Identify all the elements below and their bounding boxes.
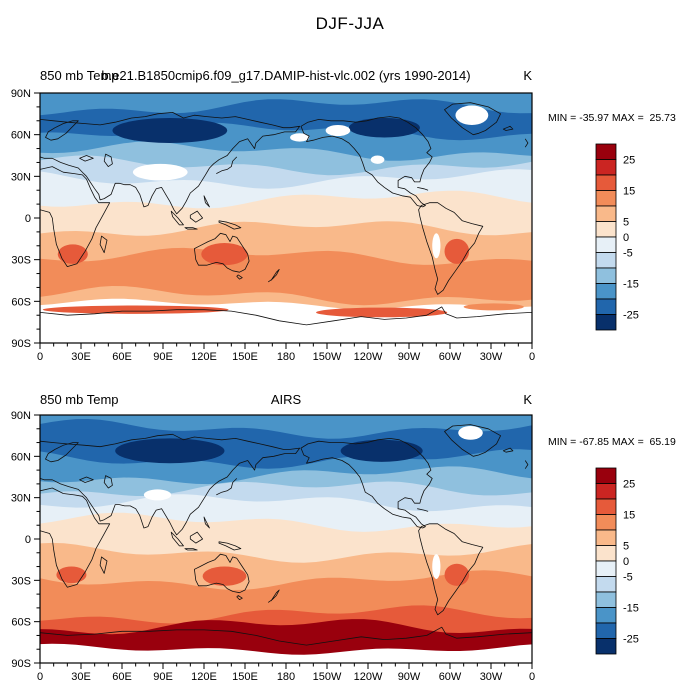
colorbar-label: 0: [623, 556, 629, 568]
colorbar-label: -5: [623, 248, 633, 260]
panel2-header: 850 mb Temp AIRS K: [40, 392, 532, 410]
lat-tick-label: 0: [25, 534, 31, 546]
colorbar-label: 5: [623, 217, 629, 229]
lon-tick-label: 150W: [313, 671, 342, 683]
map-panel-1: 0 30E 60E 90E 120E 150E 180 150W 120W 90W 60W 30W 09…: [11, 88, 535, 363]
figure-title: DJF-JJA: [315, 14, 385, 33]
colorbar-label: 15: [623, 510, 635, 522]
panel2-center-title: AIRS: [270, 392, 302, 407]
map-field: [40, 93, 532, 343]
lat-tick-label: 90S: [11, 338, 31, 350]
colorbar-label: 5: [623, 541, 629, 553]
colorbar-label: -25: [623, 310, 639, 322]
map-panel-2: 0 30E 60E 90E 120E 150E 180 150W 120W 90W 60W 30W 09…: [11, 410, 535, 683]
colorbar-label: -25: [623, 634, 639, 646]
lon-tick-label: 120E: [191, 351, 217, 363]
panel1-minmax-label: MIN = -35.97 MAX = 25.73: [548, 112, 676, 124]
lon-tick-label: 30W: [480, 351, 503, 363]
lon-tick-labels: 0 30E 60E 90E 120E 150E 180 150W 120W 90W 60W 30W 0: [37, 671, 535, 683]
panel2-left-title: 850 mb Temp: [40, 392, 119, 407]
lon-tick-label: 90E: [153, 351, 173, 363]
panel2-units-label: K: [523, 392, 532, 407]
colorbar-label: -15: [623, 279, 639, 291]
lat-tick-label: 60S: [11, 296, 31, 308]
panel1-colorbar: 25 15 5 0 -5 -15 -25: [595, 143, 639, 331]
lon-tick-label: 60E: [112, 671, 132, 683]
lon-tick-label: 90W: [398, 671, 421, 683]
lon-tick-label: 60W: [439, 671, 462, 683]
panel1-header: 850 mb Temp b.e21.B1850cmip6.f09_g17.DAM…: [40, 68, 532, 86]
axis-ticks: [34, 92, 533, 349]
colorbar-label: 25: [623, 479, 635, 491]
colorbar-label: 25: [623, 155, 635, 167]
map-field: [40, 415, 532, 663]
lon-tick-label: 30E: [71, 351, 91, 363]
lat-tick-label: 90S: [11, 658, 31, 670]
lat-tick-label: 90N: [11, 88, 31, 100]
lat-tick-labels: 90N 60N 30N 0 30S 60S 90S: [11, 410, 31, 670]
lat-tick-labels: 90N 60N 30N 0 30S 60S 90S: [11, 88, 31, 350]
panel2-colorbar: 25 15 5 0 -5 -15 -25: [595, 467, 639, 655]
lon-tick-label: 60W: [439, 351, 462, 363]
lon-tick-label: 0: [37, 671, 43, 683]
lat-tick-label: 60S: [11, 617, 31, 629]
lon-tick-label: 0: [37, 351, 43, 363]
lon-tick-label: 30W: [480, 671, 503, 683]
lon-tick-label: 0: [529, 351, 535, 363]
lon-tick-label: 150W: [313, 351, 342, 363]
colorbar-labels: 25 15 5 0 -5 -15 -25: [623, 155, 639, 322]
lon-tick-label: 120W: [354, 351, 383, 363]
lon-tick-label: 120E: [191, 671, 217, 683]
lon-tick-label: 150E: [232, 671, 258, 683]
lon-tick-label: 0: [529, 671, 535, 683]
lon-tick-label: 150E: [232, 351, 258, 363]
lat-tick-label: 30S: [11, 255, 31, 267]
lat-tick-label: 90N: [11, 410, 31, 422]
lat-tick-label: 60N: [11, 130, 31, 142]
colorbar-boxes: [595, 143, 617, 331]
lon-tick-label: 30E: [71, 671, 91, 683]
lat-tick-label: 0: [25, 213, 31, 225]
lat-tick-label: 30N: [11, 493, 31, 505]
coastlines: [40, 424, 532, 646]
lon-tick-label: 60E: [112, 351, 132, 363]
lon-tick-label: 90E: [153, 671, 173, 683]
lon-tick-labels: 0 30E 60E 90E 120E 150E 180 150W 120W 90W 60W 30W 0: [37, 351, 535, 363]
colorbar-labels: 25 15 5 0 -5 -15 -25: [623, 479, 639, 646]
panel1-units-label: K: [523, 68, 532, 83]
lon-tick-label: 180: [277, 351, 295, 363]
lat-tick-label: 30S: [11, 575, 31, 587]
colorbar-label: 15: [623, 186, 635, 198]
colorbar-label: -15: [623, 603, 639, 615]
panel1-center-title: b.e21.B1850cmip6.f09_g17.DAMIP-hist-vlc.…: [101, 68, 471, 83]
lon-tick-label: 180: [277, 671, 295, 683]
lon-tick-label: 90W: [398, 351, 421, 363]
lat-tick-label: 30N: [11, 171, 31, 183]
panel1-left-title: 850 mb Temp: [40, 68, 119, 83]
colorbar-boxes: [595, 467, 617, 655]
panel2-minmax-label: MIN = -67.85 MAX = 65.19: [548, 436, 676, 448]
colorbar-label: -5: [623, 572, 633, 584]
colorbar-label: 0: [623, 232, 629, 244]
lon-tick-label: 120W: [354, 671, 383, 683]
lat-tick-label: 60N: [11, 451, 31, 463]
axis-ticks: [34, 414, 533, 669]
coastlines: [40, 102, 532, 326]
